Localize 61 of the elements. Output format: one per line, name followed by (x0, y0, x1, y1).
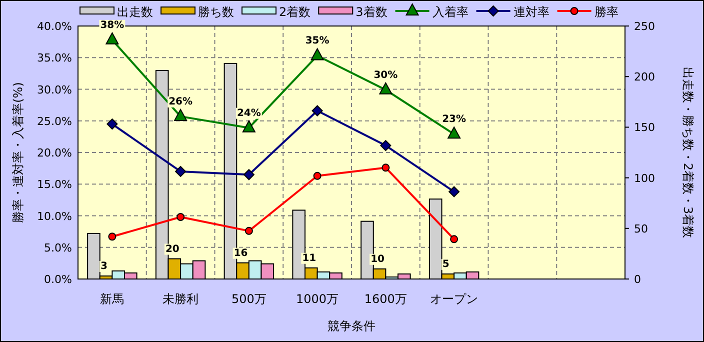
data-label: 10 (370, 254, 385, 265)
y-tick-label: 20.0% (37, 146, 72, 160)
y-tick-label: 25.0% (37, 114, 72, 128)
x-tick-label: 未勝利 (162, 292, 199, 306)
y-tick-label: 15.0% (37, 178, 72, 192)
x-tick-label: 1000万 (296, 292, 339, 306)
legend-label: 勝率 (594, 5, 618, 19)
point (382, 164, 390, 172)
y-tick-label: 5.0% (44, 241, 72, 254)
point (176, 213, 185, 222)
data-label: 38% (100, 20, 124, 31)
point (106, 118, 118, 130)
data-label: 11 (302, 252, 316, 264)
y2-tick-label: 150 (634, 121, 655, 134)
point (108, 232, 116, 241)
y-tick-label: 0.0% (44, 273, 72, 286)
point (380, 140, 392, 152)
data-label: 35% (305, 36, 330, 47)
y-axis-title: 勝率・連対率・入着率(%) (11, 82, 25, 223)
data-label: 23% (442, 114, 466, 126)
y-tick-label: 30.0% (37, 83, 72, 96)
y2-tick-label: 0 (634, 273, 641, 286)
point (242, 120, 256, 132)
point (379, 82, 392, 94)
x-tick-label: 1600万 (364, 292, 407, 306)
y2-tick-label: 200 (634, 70, 655, 84)
data-label: 24% (236, 108, 261, 119)
point (310, 48, 324, 60)
legend-label: 入着率 (432, 5, 468, 19)
legend-label: 出走数 (117, 5, 153, 19)
y-tick-label: 35.0% (37, 52, 72, 65)
point (174, 108, 188, 121)
point (175, 166, 186, 177)
point (312, 105, 323, 116)
y-tick-label: 40.0% (37, 20, 72, 33)
legend-label: 3着数 (356, 5, 388, 19)
point (106, 32, 119, 44)
data-label: 20 (165, 244, 180, 255)
data-label: 5 (442, 258, 450, 270)
x-axis-title: 競争条件 (328, 319, 376, 333)
y2-tick-label: 50 (634, 222, 648, 236)
legend-label: 連対率 (513, 5, 550, 19)
y-tick-label: 10.0% (37, 210, 72, 223)
y2-tick-label: 100 (634, 172, 655, 185)
point (243, 169, 254, 180)
y2-axis-title: 出走数・勝ち数・2着数・3着数 (681, 66, 695, 238)
data-label: 16 (234, 248, 248, 259)
point (450, 235, 458, 244)
legend-label: 勝ち数 (198, 5, 234, 19)
data-label: 30% (374, 70, 398, 81)
data-label: 3 (100, 260, 108, 272)
x-tick-label: 500万 (231, 292, 266, 306)
point (448, 186, 460, 198)
legend-label: 2着数 (279, 5, 311, 19)
point (448, 126, 461, 139)
y2-tick-label: 250 (634, 20, 655, 33)
point (244, 226, 253, 235)
data-label: 26% (168, 96, 193, 108)
x-tick-label: 新馬 (100, 292, 124, 306)
x-tick-label: オープン (430, 292, 478, 306)
point (313, 172, 322, 180)
